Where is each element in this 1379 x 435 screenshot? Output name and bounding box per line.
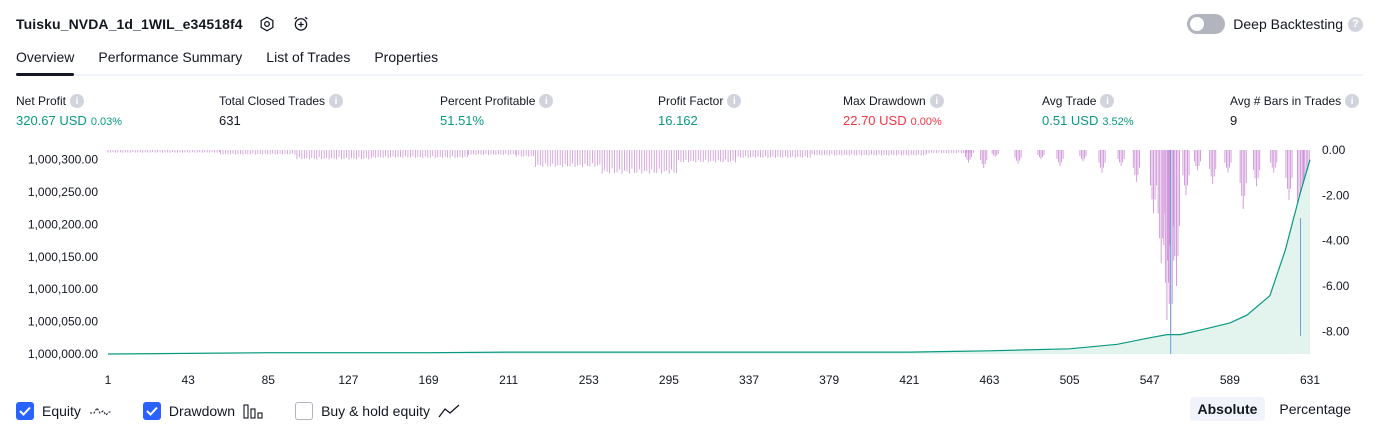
- legend-equity[interactable]: Equity: [16, 402, 113, 420]
- strategy-title: Tuisku_NVDA_1d_1WIL_e34518f4: [16, 16, 243, 32]
- metric-value: 16.162: [658, 113, 698, 128]
- x-axis-tick-label: 169: [419, 373, 439, 387]
- tab-bar: Overview Performance Summary List of Tra…: [16, 46, 1363, 76]
- info-icon[interactable]: i: [727, 94, 742, 108]
- x-axis-tick-label: 547: [1140, 373, 1160, 387]
- x-axis-tick-label: 127: [338, 373, 358, 387]
- right-axis-tick-label: -2.00: [1322, 188, 1350, 202]
- mode-percentage[interactable]: Percentage: [1279, 401, 1351, 417]
- deep-backtesting-toggle[interactable]: [1187, 14, 1226, 34]
- metric-avg-bars: Avg # Bars in Trades i 9: [1230, 93, 1360, 128]
- help-icon[interactable]: ?: [1348, 16, 1363, 32]
- metric-label: Profit Factor: [658, 94, 724, 108]
- metric-value: 22.70 USD: [843, 113, 907, 128]
- right-axis-tick-label: -4.00: [1322, 234, 1350, 248]
- x-axis-tick-label: 211: [499, 373, 518, 387]
- legend-drawdown[interactable]: Drawdown: [142, 402, 265, 420]
- legend-label: Equity: [42, 403, 81, 419]
- left-axis-tick-label: 1,000,300.00: [28, 153, 98, 167]
- left-axis-tick-label: 1,000,250.00: [28, 185, 98, 199]
- drawdown-layer: [107, 150, 1310, 348]
- legend-label: Drawdown: [168, 403, 236, 419]
- metric-label: Net Profit: [16, 94, 67, 108]
- x-axis-tick-label: 43: [181, 373, 195, 387]
- x-axis-tick-label: 505: [1060, 373, 1080, 387]
- metric-value: 631: [219, 113, 241, 128]
- info-icon[interactable]: i: [1345, 94, 1360, 108]
- left-axis-tick-label: 1,000,050.00: [28, 315, 98, 329]
- metric-max-drawdown: Max Drawdown i 22.70 USD 0.00%: [843, 93, 944, 128]
- metric-label: Avg # Bars in Trades: [1230, 94, 1342, 108]
- right-axis-tick-label: -6.00: [1322, 279, 1350, 293]
- x-axis-tick-label: 337: [739, 373, 759, 387]
- metric-value: 320.67 USD: [16, 113, 87, 128]
- equity-drawdown-chart[interactable]: 1,000,300.00 1,000,250.00 1,000,200.00 1,00…: [0, 140, 1379, 390]
- tab-properties[interactable]: Properties: [374, 49, 439, 65]
- x-axis-tick-label: 1: [105, 373, 112, 387]
- metric-profit-factor: Profit Factor i 16.162: [658, 93, 742, 128]
- header: Tuisku_NVDA_1d_1WIL_e34518f4: [16, 12, 311, 36]
- left-axis-tick-label: 1,000,200.00: [28, 217, 98, 231]
- legend-buy-hold[interactable]: Buy & hold equity: [295, 402, 460, 420]
- drawdown-bars-icon: [243, 403, 265, 419]
- chart-legend: Equity Drawdown Buy & hold equity: [16, 400, 490, 422]
- x-axis-tick-label: 463: [979, 373, 999, 387]
- info-icon[interactable]: i: [929, 94, 944, 108]
- metric-percent: 0.03%: [90, 116, 123, 128]
- metric-percent: 0.00%: [910, 116, 942, 128]
- settings-icon[interactable]: [257, 14, 277, 34]
- right-axis: 0.00 -2.00 -4.00 -6.00 -8.00: [1322, 143, 1350, 338]
- mode-absolute[interactable]: Absolute: [1189, 397, 1266, 421]
- scale-mode-switch: Absolute Percentage: [1184, 397, 1360, 421]
- checkbox-checked-icon[interactable]: [16, 402, 34, 420]
- left-axis: 1,000,300.00 1,000,250.00 1,000,200.00 1,00…: [28, 153, 98, 361]
- info-icon[interactable]: i: [329, 94, 344, 108]
- metric-value: 51.51%: [440, 113, 485, 128]
- checkbox-unchecked-icon[interactable]: [295, 402, 314, 420]
- x-axis: 1 43 85 127 169 211 253 295 337 379 421 463 505 547 58…: [105, 373, 1321, 387]
- metric-value: 9: [1230, 113, 1238, 128]
- x-axis-tick-label: 421: [899, 373, 919, 387]
- metric-label: Max Drawdown: [843, 94, 926, 108]
- x-axis-tick-label: 253: [579, 373, 599, 387]
- info-icon[interactable]: i: [1100, 94, 1115, 108]
- x-axis-tick-label: 295: [659, 373, 679, 387]
- metric-avg-trade: Avg Trade i 0.51 USD 3.52%: [1042, 93, 1134, 128]
- x-axis-tick-label: 589: [1220, 373, 1240, 387]
- left-axis-tick-label: 1,000,100.00: [28, 282, 98, 296]
- metric-label: Percent Profitable: [440, 94, 536, 108]
- x-axis-tick-label: 85: [262, 373, 276, 387]
- deep-backtesting-label: Deep Backtesting: [1233, 16, 1343, 32]
- metric-percent: 3.52%: [1102, 116, 1134, 128]
- metric-percent-profitable: Percent Profitable i 51.51%: [440, 93, 554, 128]
- equity-area: [108, 159, 1310, 354]
- left-axis-tick-label: 1,000,150.00: [28, 250, 98, 264]
- x-axis-tick-label: 631: [1300, 373, 1320, 387]
- metric-value: 0.51 USD: [1042, 113, 1099, 128]
- right-axis-tick-label: 0.00: [1322, 143, 1346, 157]
- tab-performance-summary[interactable]: Performance Summary: [98, 49, 243, 65]
- tab-list-of-trades[interactable]: List of Trades: [266, 49, 351, 65]
- left-axis-tick-label: 1,000,000.00: [28, 347, 98, 361]
- toggle-knob: [1190, 17, 1205, 31]
- legend-label: Buy & hold equity: [321, 403, 431, 419]
- buy-hold-line-icon: [438, 403, 460, 419]
- equity-line: [107, 159, 1311, 355]
- deep-backtesting: Deep Backtesting ?: [1187, 13, 1363, 35]
- x-axis-tick-label: 379: [819, 373, 839, 387]
- alarm-add-icon[interactable]: [291, 14, 311, 34]
- checkbox-checked-icon[interactable]: [142, 402, 161, 420]
- tab-overview[interactable]: Overview: [16, 46, 75, 76]
- metric-label: Total Closed Trades: [219, 94, 326, 108]
- right-axis-tick-label: -8.00: [1322, 324, 1350, 338]
- metric-label: Avg Trade: [1042, 94, 1097, 108]
- info-icon[interactable]: i: [539, 94, 554, 108]
- equity-layer: [107, 150, 1311, 355]
- metric-net-profit: Net Profit i 320.67 USD 0.03%: [16, 93, 122, 128]
- equity-line-icon: [89, 403, 113, 419]
- info-icon[interactable]: i: [70, 94, 85, 108]
- metric-total-closed-trades: Total Closed Trades i 631: [219, 93, 344, 128]
